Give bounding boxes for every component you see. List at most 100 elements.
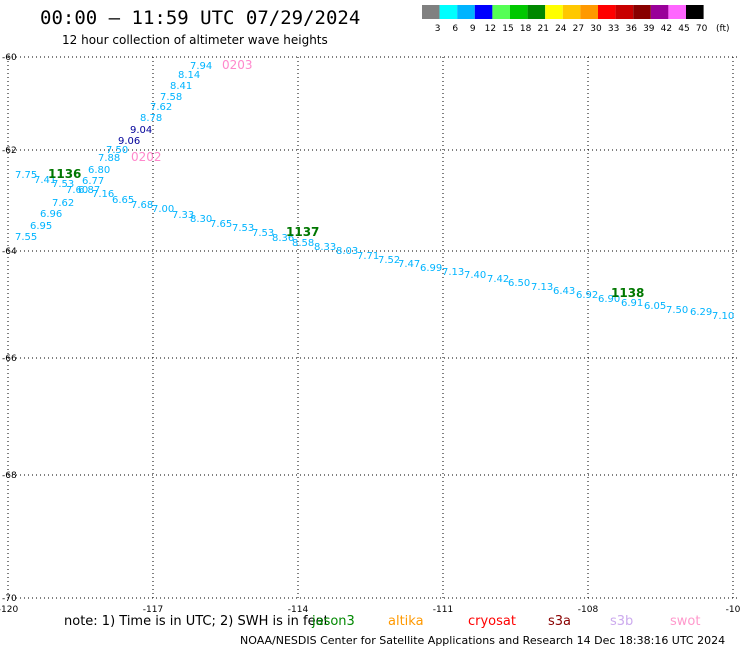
legend-swatch [668,5,686,19]
wave-height-value: 7.13 [531,282,553,293]
legend-swatch [598,5,616,19]
latitude-label: -66 [2,354,17,364]
longitude-label: -120 [0,605,18,615]
legend-label: 18 [520,24,532,34]
wave-height-value: 8.58 [292,238,314,249]
latitude-labels: -60 -62 -64 -66 -68 -70 [2,53,17,604]
longitude-label: -10 [726,605,740,615]
satellite-legend-item: cryosat [468,614,516,629]
graticule-grid [7,56,737,599]
legend-swatch [422,5,440,19]
legend-swatch [580,5,598,19]
wave-height-value: 6.50 [508,278,530,289]
wave-height-value: 6.92 [576,290,598,301]
legend-swatch [527,5,546,19]
wave-height-value: 7.55 [15,232,37,243]
track-time-labels: 0203 0202 1136 1137 1138 [48,58,644,300]
wave-height-value: 6.95 [30,221,52,232]
legend-label: 24 [555,24,567,34]
legend-label: 15 [502,24,513,34]
wave-height-value: 7.50 [666,305,688,316]
wave-height-value: 7.53 [252,228,274,239]
wave-height-value: 8.78 [140,113,162,124]
wave-height-value: 6.90 [598,294,620,305]
latitude-label: -68 [2,471,17,481]
wave-height-value: 7.88 [98,153,120,164]
legend-swatch [457,5,475,19]
legend-swatch [562,5,581,19]
legend-label: 30 [590,24,602,34]
wave-height-value: 7.65 [210,219,232,230]
legend-label: 45 [678,24,689,34]
latitude-label: -62 [2,146,17,156]
legend-label: 6 [452,24,458,34]
satellite-legend-item: jason3 [311,614,355,629]
wave-height-value: 7.33 [172,210,194,221]
note-line: note: 1) Time is in UTC; 2) SWH is in fe… [64,614,329,629]
wave-height-value: 7.62 [150,102,172,113]
wave-height-value: 7.53 [52,179,74,190]
legend-unit: (ft) [716,24,730,34]
legend-label: 3 [435,24,441,34]
legend-swatch [492,5,510,19]
wave-height-value: 6.96 [40,209,62,220]
legend-swatch [650,5,669,19]
wave-height-value: 7.62 [52,198,74,209]
wave-height-value: 7.42 [487,274,509,285]
track-time-label: 1138 [611,286,644,300]
color-legend: 3 6 9 12 15 18 21 24 27 30 33 36 39 42 45 70 (ft) [422,5,730,34]
wave-height-value: 8.33 [314,242,336,253]
wave-height-value: 6.77 [82,176,104,187]
wave-height-value: 7.40 [464,270,486,281]
wave-height-value: 7.10 [712,311,734,322]
legend-label: 42 [661,24,672,34]
latitude-label: -60 [2,53,17,63]
legend-swatch [545,5,563,19]
longitude-labels: -120 -117 -114 -111 -108 -10 [0,605,740,615]
longitude-label: -111 [433,605,453,615]
wave-height-value: 8.03 [336,246,358,257]
wave-height-value: 7.16 [92,189,114,200]
wave-height-value: 6.80 [88,165,110,176]
wave-height-value: 8.36 [272,233,294,244]
note-text: note: 1) Time is in UTC; 2) SWH is in fe… [64,614,329,629]
legend-swatch [510,5,528,19]
wave-height-value: 8.30 [190,214,212,225]
wave-height-value: 8.14 [178,70,200,81]
latitude-label: -64 [2,247,17,257]
wave-height-value: 7.41 [34,175,56,186]
track-time-label: 1137 [286,225,319,239]
track-time-label: 1136 [48,167,81,181]
wave-height-value: 7.68 [131,200,153,211]
map-subtitle: 12 hour collection of altimeter wave hei… [62,33,328,47]
legend-label: 12 [485,24,496,34]
track-time-label: 0203 [222,58,253,72]
legend-label: 70 [696,24,708,34]
satellite-legend-item: swot [670,614,700,629]
satellite-legend-item: s3a [548,614,571,629]
wave-height-value: 6.05 [644,301,666,312]
wave-height-value: 7.53 [232,223,254,234]
legend-label: 39 [643,24,655,34]
wave-height-value: 9.06 [118,136,140,147]
wave-height-value: 8.41 [170,81,192,92]
satellite-legend: jason3 altika cryosat s3a s3b swot [311,614,700,629]
track-time-label: 0202 [131,150,162,164]
wave-height-value: 7.00 [152,204,174,215]
wave-height-values: 7.948.148.417.587.628.789.049.067.507.88… [15,61,734,322]
wave-height-value: 7.71 [357,251,379,262]
wave-height-value: 7.50 [106,145,128,156]
legend-swatch [439,5,458,19]
wave-height-value: 6.99 [420,263,442,274]
wave-height-value: 6.87 [78,185,100,196]
legend-swatch [615,5,634,19]
legend-swatch [686,5,704,19]
legend-label: 36 [625,24,637,34]
wave-height-value: 7.13 [442,267,464,278]
legend-label: 33 [608,24,619,34]
legend-label: 27 [573,24,584,34]
wave-height-value: 7.52 [378,255,400,266]
wave-height-value: 7.75 [15,170,37,181]
wave-height-value: 6.65 [112,195,134,206]
legend-swatch [633,5,651,19]
